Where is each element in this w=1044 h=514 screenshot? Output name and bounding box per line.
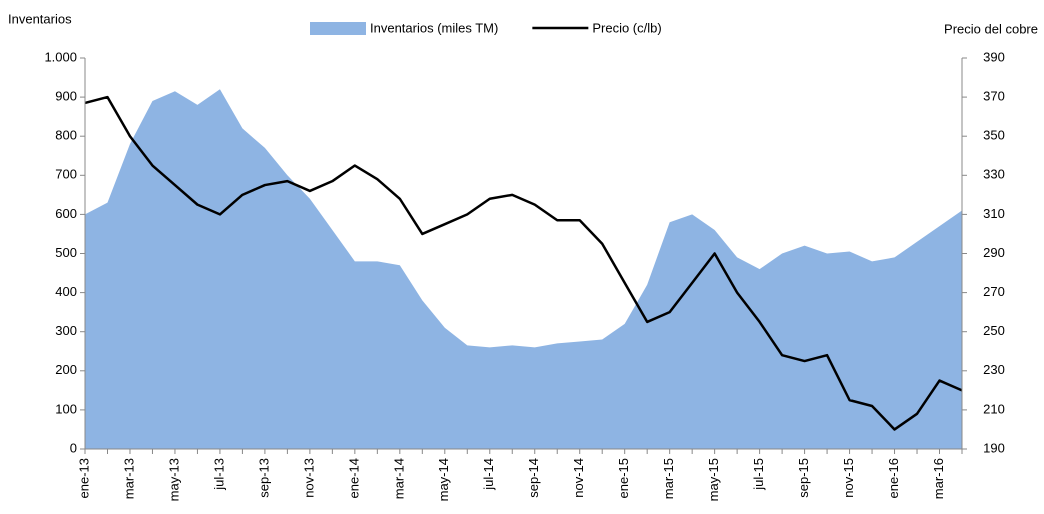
x-tick-label: ene-16 — [886, 458, 901, 498]
y-tick-label: 1.000 — [44, 49, 77, 64]
x-tick-label: mar-16 — [931, 458, 946, 499]
legend-label: Precio (c/lb) — [592, 20, 661, 35]
y2-tick-label: 350 — [983, 128, 1005, 143]
y2-tick-label: 390 — [983, 49, 1005, 64]
y2-tick-label: 290 — [983, 245, 1005, 260]
y2-axis-title: Precio del cobre — [944, 21, 1038, 36]
x-tick-label: sep-14 — [526, 458, 541, 498]
x-tick-label: nov-15 — [841, 458, 856, 498]
x-tick-label: sep-13 — [256, 458, 271, 498]
x-tick-label: may-14 — [436, 458, 451, 501]
y-tick-label: 0 — [70, 440, 77, 455]
x-tick-label: jul-13 — [211, 458, 226, 491]
x-tick-label: mar-13 — [121, 458, 136, 499]
x-tick-label: jul-15 — [751, 458, 766, 491]
y-tick-label: 600 — [55, 206, 77, 221]
x-tick-label: ene-14 — [346, 458, 361, 498]
x-tick-label: ene-13 — [76, 458, 91, 498]
y2-tick-label: 270 — [983, 284, 1005, 299]
legend-label: Inventarios (miles TM) — [370, 20, 498, 35]
x-tick-label: mar-15 — [661, 458, 676, 499]
x-tick-label: nov-14 — [571, 458, 586, 498]
y2-tick-label: 330 — [983, 167, 1005, 182]
y-tick-label: 700 — [55, 167, 77, 182]
y-tick-label: 800 — [55, 128, 77, 143]
y-axis-title: Inventarios — [8, 11, 72, 26]
x-tick-label: ene-15 — [616, 458, 631, 498]
price-line — [84, 95, 963, 431]
x-tick-label: mar-14 — [391, 458, 406, 499]
y2-tick-label: 230 — [983, 362, 1005, 377]
legend-swatch — [310, 22, 366, 35]
y-tick-label: 200 — [55, 362, 77, 377]
y2-tick-label: 310 — [983, 206, 1005, 221]
x-tick-label: may-15 — [706, 458, 721, 501]
y-tick-label: 400 — [55, 284, 77, 299]
y2-tick-label: 370 — [983, 89, 1005, 104]
y-tick-label: 300 — [55, 323, 77, 338]
y-tick-label: 900 — [55, 89, 77, 104]
x-tick-label: jul-14 — [481, 458, 496, 491]
x-tick-label: sep-15 — [796, 458, 811, 498]
y-tick-label: 500 — [55, 245, 77, 260]
y2-tick-label: 190 — [983, 440, 1005, 455]
y2-tick-label: 210 — [983, 401, 1005, 416]
x-tick-label: nov-13 — [301, 458, 316, 498]
inventory-area — [85, 89, 962, 449]
x-tick-label: may-13 — [166, 458, 181, 501]
y2-tick-label: 250 — [983, 323, 1005, 338]
y-tick-label: 100 — [55, 401, 77, 416]
